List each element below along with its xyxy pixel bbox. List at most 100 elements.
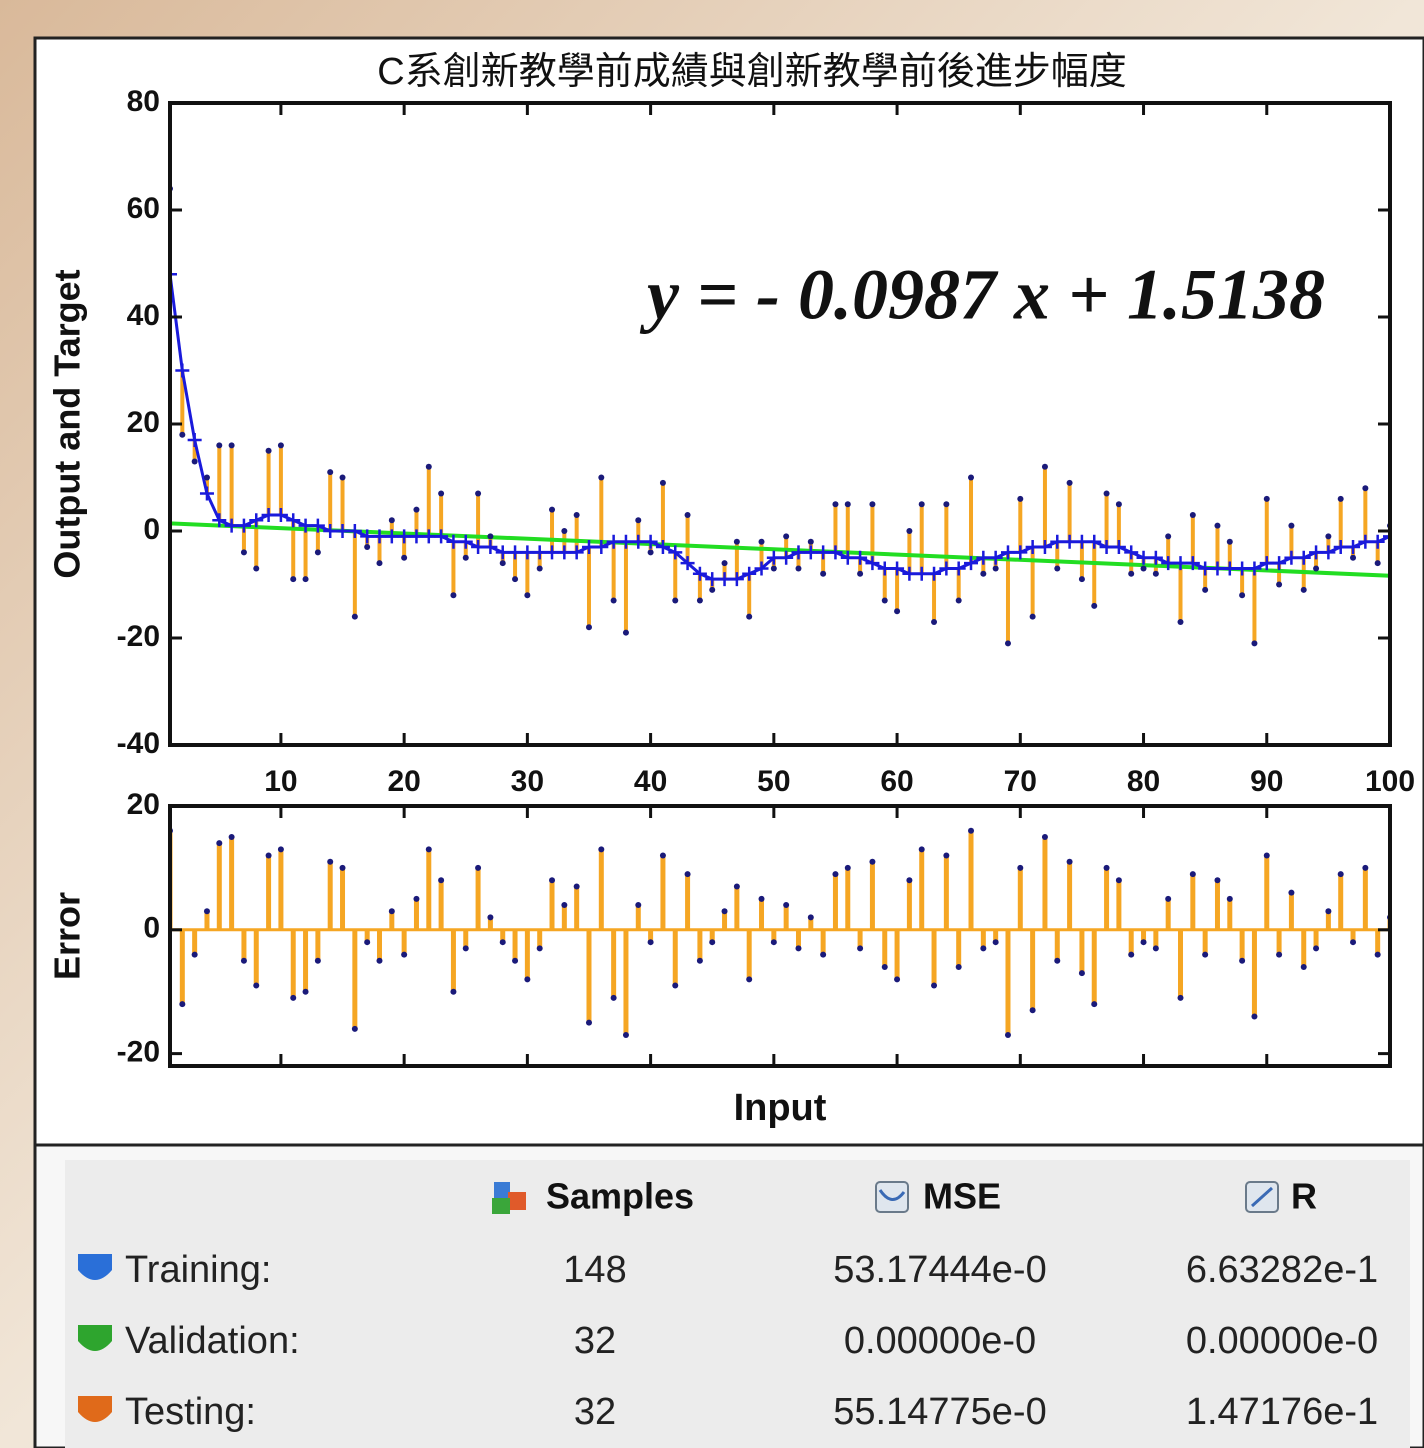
error-point <box>721 908 728 915</box>
error-point <box>425 846 432 853</box>
error-bar <box>253 929 259 986</box>
error-bar <box>204 911 210 930</box>
error-point <box>364 939 371 946</box>
error-bar <box>771 929 777 943</box>
target-point <box>1177 618 1184 625</box>
x-tick-label: 40 <box>634 765 667 798</box>
target-point <box>413 506 420 513</box>
target-point <box>364 544 371 551</box>
error-point <box>438 877 445 884</box>
output-marker <box>581 540 596 555</box>
output-marker <box>643 534 658 549</box>
error-point <box>733 883 740 890</box>
target-point <box>622 629 629 636</box>
error-bar <box>401 929 407 955</box>
output-marker <box>236 518 251 533</box>
error-bar <box>241 929 247 961</box>
error-point <box>327 858 334 865</box>
error-bar <box>376 929 382 961</box>
output-marker <box>705 572 720 587</box>
table-cell: 1.47176e-1 <box>1186 1391 1378 1433</box>
output-marker <box>828 545 843 560</box>
y-tick-label: 20 <box>127 406 160 439</box>
error-point <box>795 945 802 952</box>
error-bar <box>1141 929 1147 943</box>
error-point <box>524 976 531 983</box>
error-point <box>1115 877 1122 884</box>
output-marker <box>286 513 301 528</box>
error-bar <box>389 911 395 930</box>
target-point <box>1239 592 1246 599</box>
output-marker <box>1037 540 1052 555</box>
target-point <box>635 517 642 524</box>
output-marker <box>1235 561 1250 576</box>
output-marker <box>742 566 757 581</box>
error-point <box>758 895 765 902</box>
target-point <box>1017 495 1024 502</box>
error-point <box>709 939 716 946</box>
table-cell: 32 <box>574 1391 616 1433</box>
output-marker <box>890 561 905 576</box>
fit-annotation: y = - 0.0987 x + 1.5138 <box>639 255 1325 335</box>
output-marker <box>668 545 683 560</box>
output-marker <box>1210 561 1225 576</box>
output-marker <box>1333 540 1348 555</box>
table-cell: 53.17444e-0 <box>833 1249 1046 1291</box>
target-point <box>1350 554 1357 561</box>
x-tick-label: 20 <box>387 765 420 798</box>
error-bar <box>1128 929 1134 955</box>
target-point <box>721 560 728 567</box>
output-marker <box>557 545 572 560</box>
icon-samples <box>492 1182 526 1214</box>
error-bar <box>672 929 678 986</box>
error-point <box>302 988 309 995</box>
output-marker <box>310 518 325 533</box>
error-bar <box>1375 929 1381 955</box>
error-point <box>462 945 469 952</box>
x-tick-label: 60 <box>880 765 913 798</box>
output-marker <box>631 534 646 549</box>
error-bar <box>1325 911 1331 930</box>
target-point <box>894 608 901 615</box>
target-point <box>487 533 494 540</box>
error-bar <box>1116 880 1122 930</box>
error-bar <box>426 849 432 930</box>
error-bar <box>1202 929 1208 955</box>
error-point <box>1214 877 1221 884</box>
error-point <box>992 939 999 946</box>
target-point <box>992 565 999 572</box>
error-point <box>943 852 950 859</box>
target-point <box>1313 565 1320 572</box>
y-axis-label: Error <box>47 892 88 980</box>
error-bar <box>1104 867 1110 930</box>
error-point <box>1337 871 1344 878</box>
target-point <box>265 447 272 454</box>
output-marker <box>495 545 510 560</box>
error-point <box>869 858 876 865</box>
target-point <box>512 576 519 583</box>
plot-area <box>170 827 1390 1039</box>
error-bar <box>1190 874 1196 930</box>
error-bar <box>623 929 629 1036</box>
output-marker <box>212 513 227 528</box>
target-point <box>684 511 691 518</box>
target-point <box>425 463 432 470</box>
target-point <box>918 501 925 508</box>
error-point <box>1239 957 1246 964</box>
target-point <box>240 549 247 556</box>
error-point <box>1276 951 1283 958</box>
output-marker <box>865 556 880 571</box>
error-point <box>265 852 272 859</box>
error-point <box>1140 939 1147 946</box>
error-bar <box>561 905 567 930</box>
output-marker <box>779 550 794 565</box>
error-point <box>610 994 617 1001</box>
error-point <box>1374 951 1381 958</box>
output-marker <box>680 556 695 571</box>
output-marker <box>1321 545 1336 560</box>
error-point <box>1103 864 1110 871</box>
output-marker <box>606 534 621 549</box>
error-bar <box>980 929 986 949</box>
target-point <box>943 501 950 508</box>
